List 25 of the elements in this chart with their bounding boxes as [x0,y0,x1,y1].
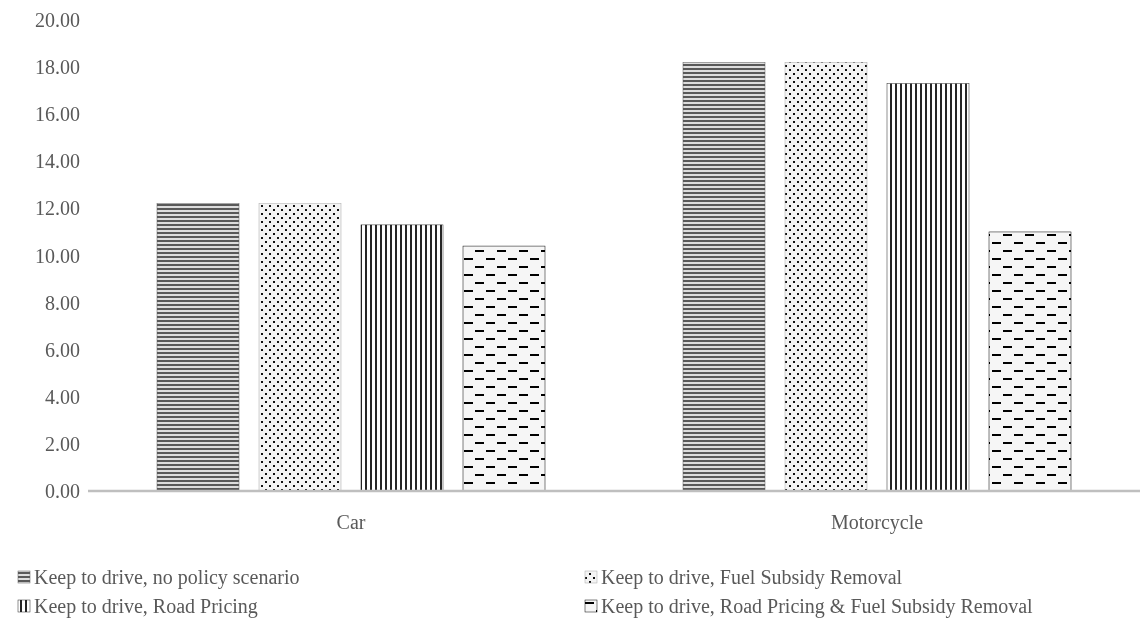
y-tick-label: 2.00 [45,432,80,455]
x-tick-label: Car [336,511,366,533]
legend-label: Keep to drive, Road Pricing & Fuel Subsidy Removal [601,595,1034,618]
y-tick-label: 6.00 [45,338,80,361]
y-tick-label: 12.00 [35,197,80,220]
legend-label: Keep to drive, Road Pricing [34,595,258,618]
legend-label: Keep to drive, no policy scenario [34,566,300,589]
y-tick-label: 0.00 [45,480,80,502]
bar [462,245,546,492]
bar [886,83,970,492]
bar [258,203,342,492]
legend-label: Keep to drive, Fuel Subsidy Removal [601,566,903,589]
bar [360,224,444,492]
y-tick-label: 20.00 [35,9,80,31]
bar [682,62,766,492]
bar [784,62,868,492]
bar [988,231,1072,492]
bar [156,203,240,492]
y-tick-label: 8.00 [45,291,80,314]
y-tick-label: 4.00 [45,385,80,408]
x-tick-label: Motorcycle [830,511,924,534]
y-tick-label: 10.00 [35,244,80,267]
y-tick-label: 14.00 [35,150,80,173]
y-tick-label: 16.00 [35,103,80,126]
y-tick-label: 18.00 [35,56,80,79]
